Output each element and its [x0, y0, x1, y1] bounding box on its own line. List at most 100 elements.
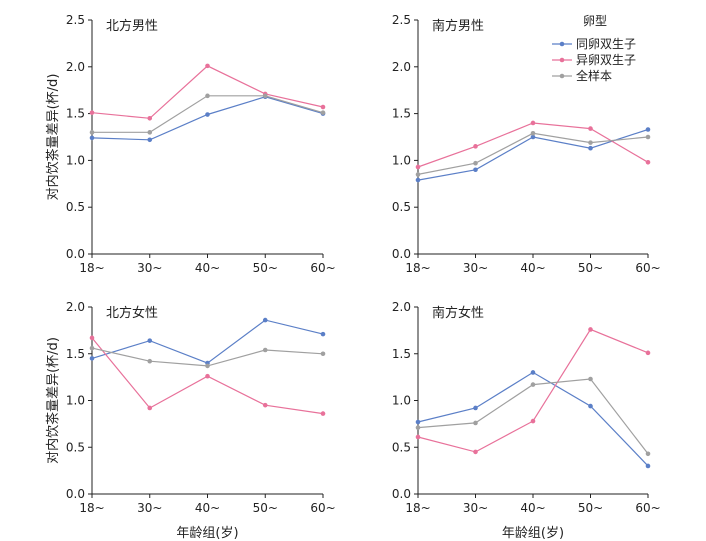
- data-point-north-male-all-3: [262, 93, 268, 99]
- data-point-south-female-identical-1: [473, 405, 478, 411]
- data-point-south-male-all-0: [415, 172, 421, 177]
- data-point-south-female-all-4: [645, 451, 651, 457]
- x-tick-label-north-female-0: 18~: [79, 501, 104, 515]
- legend-label-fraternal: 异卵双生子: [576, 53, 636, 67]
- data-point-north-female-all-2: [205, 363, 210, 369]
- data-point-south-female-identical-2: [530, 370, 536, 375]
- data-point-north-female-fraternal-3: [262, 402, 268, 408]
- data-point-north-female-fraternal-1: [147, 405, 153, 411]
- x-tick-label-south-female-1: 30~: [463, 501, 488, 515]
- x-axis-title-south-female: 年龄组(岁): [502, 526, 564, 541]
- y-tick-label-south-male-1: 0.5: [392, 200, 411, 214]
- y-tick-label-north-male-5: 2.5: [66, 13, 85, 27]
- data-point-north-female-all-4: [320, 351, 326, 357]
- data-point-north-female-fraternal-4: [320, 411, 326, 416]
- data-point-south-male-all-1: [473, 160, 478, 166]
- series-line-south-female-all: [417, 378, 649, 455]
- legend-title: 卵型: [583, 14, 607, 28]
- data-point-south-female-fraternal-1: [473, 449, 478, 455]
- data-point-south-male-identical-3: [588, 145, 593, 151]
- data-point-south-female-fraternal-0: [415, 434, 421, 440]
- x-tick-label-north-female-4: 60~: [310, 501, 335, 515]
- data-point-south-female-identical-4: [645, 463, 651, 469]
- legend-marker-all: [559, 73, 565, 79]
- y-tick-label-north-female-0: 0.0: [66, 487, 85, 501]
- y-tick-label-north-male-1: 0.5: [66, 200, 85, 214]
- data-point-south-female-all-3: [588, 376, 593, 382]
- data-point-north-male-fraternal-1: [147, 115, 153, 121]
- data-point-south-male-identical-0: [415, 177, 421, 183]
- y-tick-label-south-female-3: 1.5: [392, 347, 411, 361]
- y-tick-label-north-female-4: 2.0: [66, 300, 85, 314]
- data-point-north-male-all-0: [89, 130, 95, 135]
- y-tick-label-north-female-2: 1.0: [66, 394, 85, 408]
- x-axis-title-north-female: 年龄组(岁): [176, 526, 238, 541]
- x-tick-label-north-male-1: 30~: [137, 261, 162, 275]
- data-point-south-female-all-0: [415, 425, 421, 430]
- data-point-north-female-all-1: [147, 358, 153, 364]
- panel-north-male: 0.0 0.5 1.0 1.5 2.0 2.5 18~ 30~ 40~ 50~ 60~ 北方男性对内饮…: [45, 13, 336, 275]
- data-point-south-male-all-2: [530, 130, 536, 136]
- series-line-north-male-identical: [91, 96, 324, 141]
- data-point-south-male-all-4: [645, 134, 651, 140]
- panel-title-north-male: 北方男性: [106, 18, 158, 34]
- x-tick-label-south-female-4: 60~: [635, 501, 660, 515]
- data-point-north-male-all-2: [205, 93, 210, 99]
- data-point-south-male-fraternal-0: [415, 164, 421, 170]
- panel-south-male: 0.0 0.5 1.0 1.5 2.0 2.5 18~ 30~ 40~ 50~ 60~ 南方男性: [392, 13, 661, 275]
- data-point-north-male-all-1: [147, 130, 153, 135]
- x-tick-label-south-male-1: 30~: [463, 261, 488, 275]
- y-tick-label-south-male-0: 0.0: [392, 247, 411, 261]
- y-tick-label-south-female-2: 1.0: [392, 394, 411, 408]
- panel-title-north-female: 北方女性: [106, 305, 158, 321]
- series-line-south-male-all: [417, 132, 649, 175]
- y-tick-label-south-female-4: 2.0: [392, 300, 411, 314]
- data-point-south-female-all-2: [530, 382, 536, 387]
- data-point-north-male-identical-2: [205, 112, 210, 117]
- legend-marker-identical: [559, 41, 565, 47]
- y-tick-label-north-female-3: 1.5: [66, 347, 85, 361]
- legend-label-identical: 同卵双生子: [576, 37, 636, 51]
- legend-marker-fraternal: [559, 57, 565, 63]
- legend-label-all: 全样本: [576, 68, 612, 83]
- x-tick-label-south-female-0: 18~: [405, 501, 430, 515]
- x-tick-label-north-female-3: 50~: [253, 501, 278, 515]
- y-tick-label-south-female-0: 0.0: [392, 487, 411, 501]
- x-tick-label-south-female-3: 50~: [578, 501, 603, 515]
- data-point-north-female-identical-1: [147, 338, 153, 343]
- x-tick-label-north-female-2: 40~: [195, 501, 220, 515]
- x-tick-label-south-male-2: 40~: [520, 261, 545, 275]
- legend-entry-all: 全样本: [552, 68, 612, 83]
- y-tick-label-north-male-2: 1.0: [66, 153, 85, 167]
- y-tick-label-north-male-0: 0.0: [66, 247, 85, 261]
- x-tick-label-north-male-4: 60~: [310, 261, 335, 275]
- data-point-north-female-all-3: [262, 347, 268, 353]
- panel-title-south-male: 南方男性: [432, 18, 484, 34]
- data-point-south-female-fraternal-4: [645, 350, 651, 356]
- x-tick-label-south-female-2: 40~: [520, 501, 545, 515]
- data-point-north-female-identical-3: [262, 317, 268, 323]
- data-point-south-male-identical-4: [645, 127, 651, 132]
- x-tick-label-south-male-0: 18~: [405, 261, 430, 275]
- data-point-south-female-all-1: [473, 420, 478, 426]
- data-point-south-female-identical-3: [588, 403, 593, 409]
- legend: 卵型 同卵双生子 异卵双生子 全样本: [552, 14, 636, 83]
- series-line-south-female-fraternal: [417, 328, 649, 453]
- data-point-north-female-all-0: [89, 345, 95, 351]
- y-axis-title-north-male: 对内饮茶量差异(杯/d): [45, 74, 61, 201]
- x-tick-label-north-male-0: 18~: [79, 261, 104, 275]
- y-tick-label-south-female-1: 0.5: [392, 440, 411, 454]
- data-point-south-male-identical-2: [530, 134, 536, 140]
- y-tick-label-north-female-1: 0.5: [66, 440, 85, 454]
- x-tick-label-north-male-3: 50~: [253, 261, 278, 275]
- y-tick-label-north-male-3: 1.5: [66, 107, 85, 121]
- data-point-north-male-all-4: [320, 110, 326, 115]
- panel-north-female: 0.0 0.5 1.0 1.5 2.0 18~ 30~ 40~ 50~ 60~ 北方女性对内饮茶量差…: [45, 300, 336, 541]
- data-point-north-male-identical-1: [147, 137, 153, 143]
- series-line-south-male-fraternal: [417, 122, 649, 168]
- data-point-north-female-fraternal-0: [89, 335, 95, 341]
- data-point-south-female-fraternal-2: [530, 418, 536, 424]
- y-axis-title-north-female: 对内饮茶量差异(杯/d): [45, 337, 61, 464]
